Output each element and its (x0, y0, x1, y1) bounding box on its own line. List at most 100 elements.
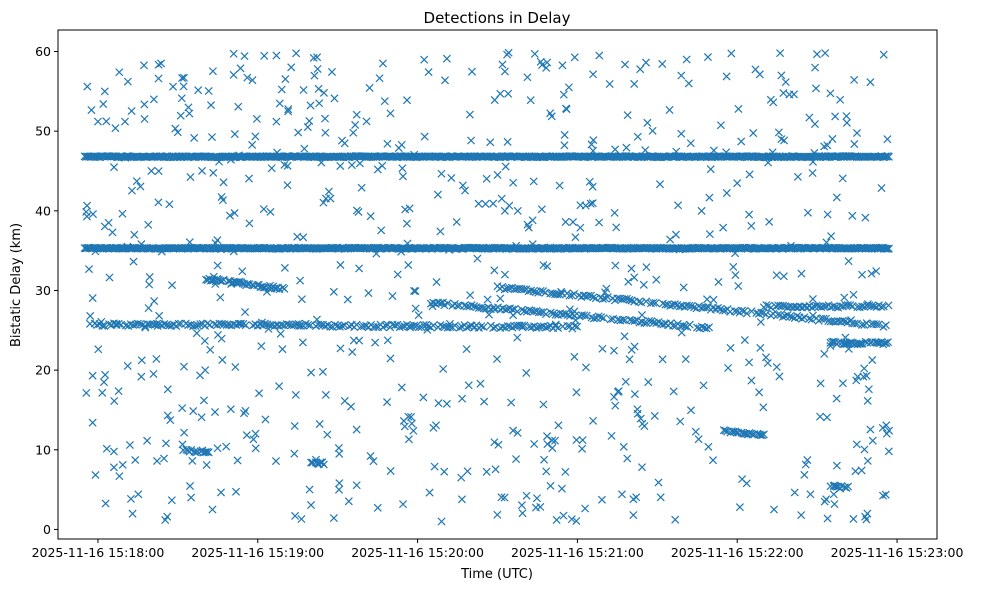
data-point (537, 205, 546, 214)
data-point (844, 482, 853, 491)
data-point (266, 207, 275, 216)
data-point (131, 455, 140, 465)
data-point (335, 153, 344, 162)
data-point (366, 452, 375, 461)
data-point (197, 413, 206, 422)
data-point (321, 128, 330, 137)
data-point (98, 388, 107, 397)
data-point (173, 128, 182, 137)
data-point (694, 302, 703, 311)
data-point (803, 208, 812, 217)
data-point (716, 121, 725, 130)
data-point (423, 325, 432, 334)
data-point (729, 427, 738, 436)
x-tick-label: 2025-11-16 15:20:00 (351, 545, 484, 560)
data-point (362, 117, 371, 126)
data-point (666, 301, 675, 310)
data-point (850, 75, 859, 84)
data-point (482, 174, 491, 183)
data-point (572, 435, 581, 445)
data-point (860, 364, 869, 373)
data-point (537, 308, 546, 317)
data-point (675, 245, 684, 254)
data-point (500, 67, 509, 76)
data-point (838, 379, 847, 388)
data-point (87, 106, 96, 115)
data-point (503, 322, 512, 331)
data-point (134, 243, 143, 252)
data-point (767, 303, 776, 312)
data-point (310, 71, 319, 80)
data-point (179, 362, 188, 371)
data-point (774, 128, 783, 137)
data-point (681, 355, 690, 364)
data-point (781, 78, 790, 87)
data-point (294, 128, 303, 137)
data-point (580, 311, 589, 320)
data-point (808, 311, 817, 320)
data-point (338, 322, 347, 331)
data-point (280, 160, 289, 169)
data-point (513, 333, 522, 342)
data-point (625, 355, 634, 364)
data-point (498, 60, 507, 69)
data-point (584, 291, 593, 300)
data-point (509, 311, 518, 320)
data-point (101, 499, 110, 508)
data-point (779, 272, 788, 281)
data-point (661, 300, 670, 309)
data-point (582, 311, 591, 320)
data-point (589, 314, 598, 323)
data-point (742, 479, 751, 488)
data-point (685, 320, 694, 329)
data-point (233, 456, 242, 465)
data-point (881, 321, 890, 330)
data-point (226, 155, 235, 164)
data-point (463, 467, 472, 476)
data-point (377, 226, 386, 235)
data-point (404, 260, 413, 270)
data-point (429, 423, 438, 432)
data-point (497, 194, 506, 203)
data-point (191, 321, 200, 330)
data-point (476, 379, 485, 388)
data-point (171, 124, 180, 133)
data-point (160, 320, 169, 329)
data-point (483, 295, 492, 304)
data-point (863, 396, 872, 405)
data-point (842, 112, 851, 121)
data-point (251, 444, 260, 453)
data-point (147, 166, 156, 175)
data-point (180, 428, 189, 437)
data-point (738, 243, 747, 252)
data-point (159, 454, 169, 463)
data-point (666, 235, 675, 244)
data-point (201, 448, 210, 457)
data-point (862, 319, 871, 328)
data-point (277, 321, 286, 330)
data-point (761, 353, 770, 362)
data-point (137, 240, 146, 249)
data-point (543, 432, 552, 441)
data-point (212, 321, 222, 330)
data-point (280, 321, 289, 330)
data-point (178, 73, 187, 83)
data-point (517, 305, 527, 314)
data-point (442, 54, 451, 63)
data-point (136, 320, 145, 329)
data-point (727, 427, 736, 436)
data-point (241, 406, 250, 415)
data-point (630, 390, 639, 399)
data-point (118, 460, 127, 469)
data-point (509, 426, 518, 435)
data-point (884, 244, 893, 253)
data-point (323, 430, 332, 439)
data-point (519, 285, 528, 294)
data-point (137, 356, 146, 365)
data-point (551, 320, 560, 329)
data-point (453, 301, 462, 310)
data-point (309, 53, 318, 62)
data-point (690, 303, 699, 312)
data-point (313, 64, 322, 74)
data-point (826, 341, 835, 351)
